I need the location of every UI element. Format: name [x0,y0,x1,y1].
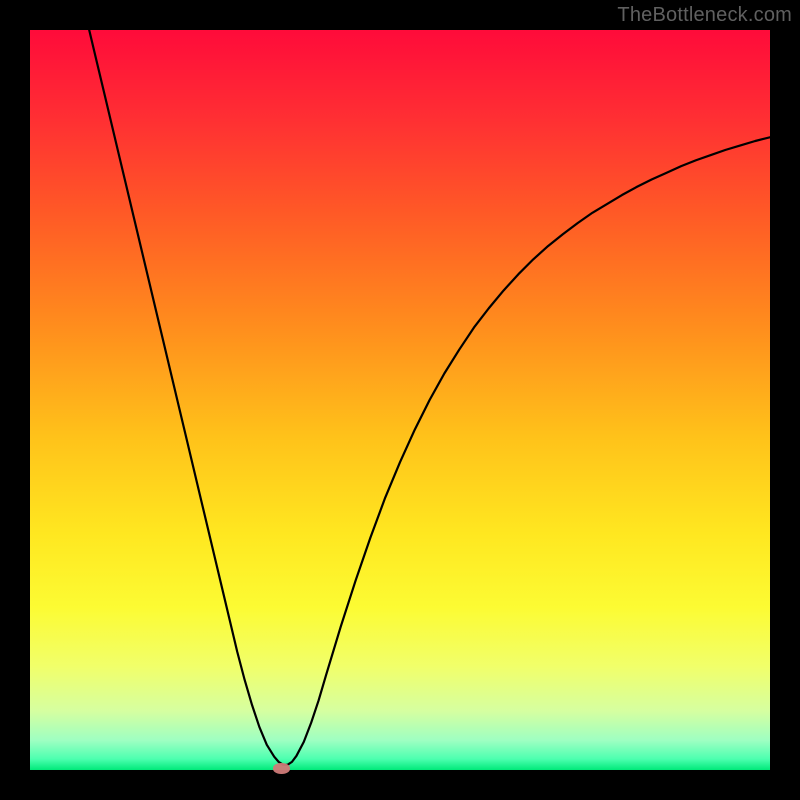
watermark-text: TheBottleneck.com [617,4,792,27]
chart-frame: TheBottleneck.com [0,0,800,800]
gradient-background [30,30,770,770]
bottleneck-chart-svg [30,30,770,770]
plot-area [30,30,770,770]
